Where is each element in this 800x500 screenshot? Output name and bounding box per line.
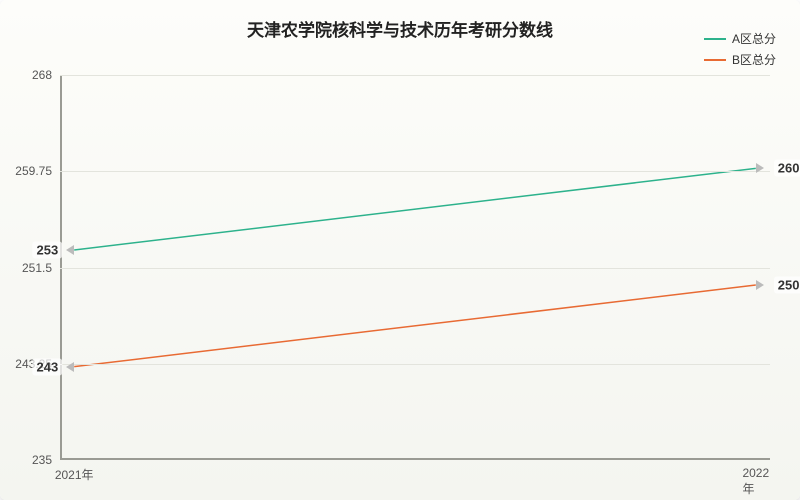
grid-line [60,268,770,269]
callout-arrow-icon [756,280,764,290]
chart-title: 天津农学院核科学与技术历年考研分数线 [247,16,553,41]
legend: A区总分 B区总分 [704,30,776,72]
grid-line [60,75,770,76]
callout-arrow-icon [66,245,74,255]
series-line [74,168,756,250]
value-callout: 250 [774,277,800,294]
x-tick-label: 2022年 [742,466,769,497]
x-tick-label: 2021年 [55,466,94,483]
legend-label-b: B区总分 [732,51,776,68]
value-callout: 253 [32,242,62,259]
grid-line [60,364,770,365]
legend-swatch-b [704,59,726,61]
plot-area: 235243.25251.5259.752682021年2022年2532602… [60,75,770,460]
y-tick-label: 235 [32,453,52,467]
series-line [74,285,756,367]
chart-container: 天津农学院核科学与技术历年考研分数线 A区总分 B区总分 235243.2525… [0,0,800,500]
legend-label-a: A区总分 [732,30,776,47]
legend-item-b: B区总分 [704,51,776,68]
value-callout: 243 [32,358,62,375]
y-tick-label: 268 [32,68,52,82]
y-tick-label: 251.5 [22,261,52,275]
grid-line [60,171,770,172]
callout-arrow-icon [66,362,74,372]
value-callout: 260 [774,160,800,177]
callout-arrow-icon [756,163,764,173]
legend-item-a: A区总分 [704,30,776,47]
y-tick-label: 259.75 [15,164,52,178]
legend-swatch-a [704,38,726,40]
